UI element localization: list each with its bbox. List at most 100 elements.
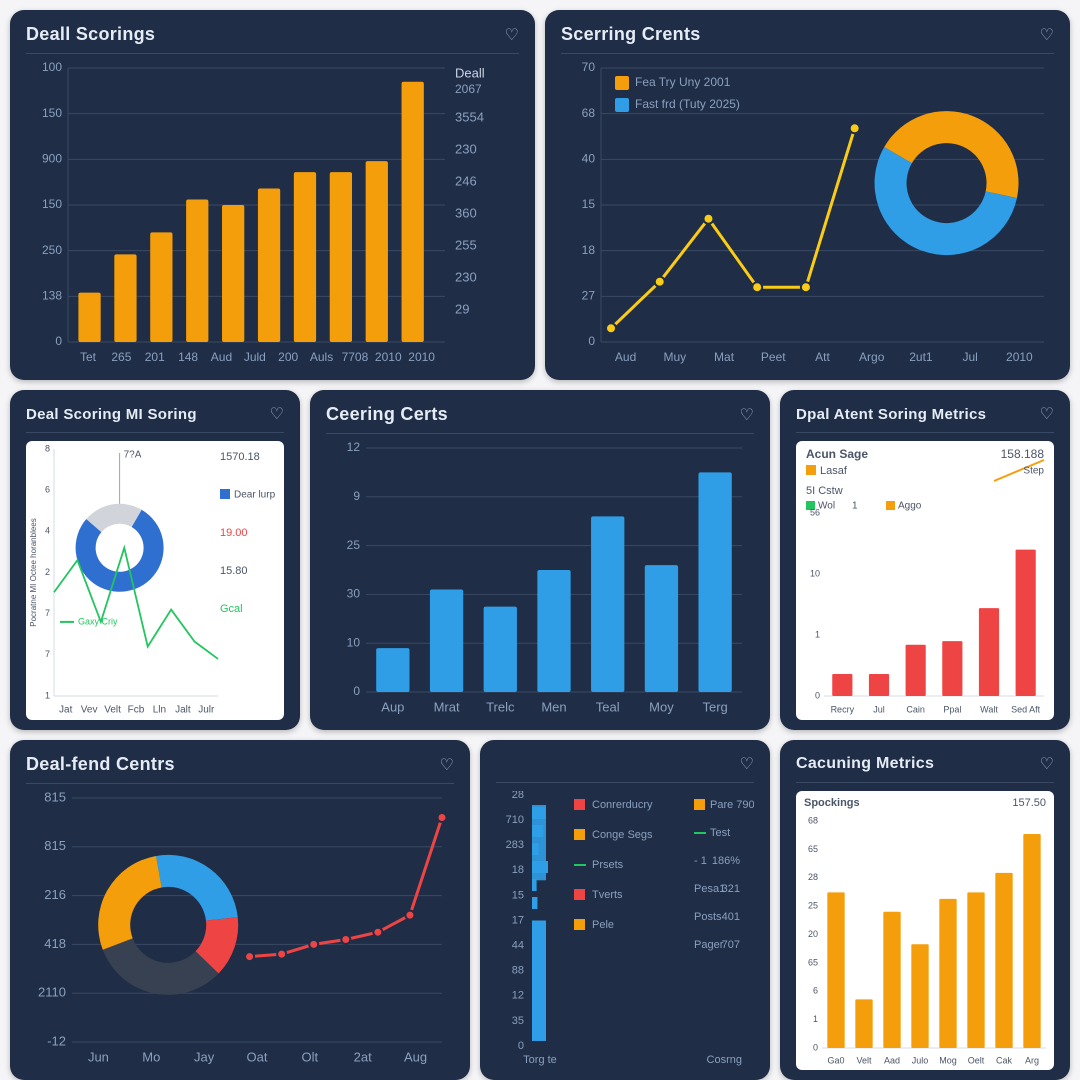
svg-text:Acun Sage: Acun Sage: [806, 447, 868, 461]
svg-text:-12: -12: [47, 1033, 66, 1048]
card-header: Ceering Certs ♡: [326, 404, 754, 434]
svg-text:2110: 2110: [38, 985, 66, 1000]
svg-text:Lln: Lln: [153, 705, 166, 716]
heart-icon[interactable]: ♡: [440, 755, 454, 775]
svg-text:Sed Aft: Sed Aft: [1011, 704, 1041, 714]
svg-text:Aggo: Aggo: [898, 501, 922, 512]
svg-text:230: 230: [455, 141, 477, 156]
svg-text:2010: 2010: [375, 350, 402, 364]
svg-text:0: 0: [588, 334, 595, 348]
svg-text:Mo: Mo: [142, 1049, 160, 1064]
svg-text:56: 56: [810, 507, 820, 517]
svg-text:Recry: Recry: [831, 704, 855, 714]
svg-text:Auls: Auls: [310, 350, 333, 364]
svg-text:Teal: Teal: [596, 699, 620, 714]
svg-text:216: 216: [44, 887, 66, 902]
svg-text:815: 815: [44, 838, 66, 853]
heart-icon[interactable]: ♡: [270, 404, 284, 424]
svg-text:3554: 3554: [455, 109, 484, 124]
svg-text:Cak: Cak: [996, 1055, 1013, 1065]
svg-text:Terg: Terg: [702, 699, 727, 714]
card-title: Deall Scorings: [26, 24, 155, 45]
svg-text:Pele: Pele: [592, 919, 614, 931]
svg-text:1: 1: [45, 690, 50, 700]
svg-text:255: 255: [455, 237, 477, 252]
svg-text:401: 401: [722, 911, 740, 923]
bar-chart: 1292530100AupMratTrelcMenTealMoyTerg: [326, 442, 754, 720]
bar-chart: Acun Sage158.188Lasaf5I CstwWol1AggoStep…: [796, 441, 1054, 720]
svg-text:Jat: Jat: [59, 705, 73, 716]
svg-text:Oat: Oat: [247, 1049, 268, 1064]
svg-text:158.188: 158.188: [1001, 447, 1045, 461]
svg-text:10: 10: [810, 568, 820, 578]
svg-text:Men: Men: [541, 699, 566, 714]
svg-text:148: 148: [178, 350, 198, 364]
svg-text:321: 321: [722, 883, 740, 895]
svg-text:265: 265: [111, 350, 131, 364]
heart-icon[interactable]: ♡: [740, 405, 754, 425]
svg-text:150: 150: [42, 106, 62, 120]
svg-text:Dear lurp: Dear lurp: [234, 490, 276, 501]
svg-text:Arg: Arg: [1025, 1055, 1039, 1065]
svg-text:Conrerducry: Conrerducry: [592, 799, 653, 811]
svg-text:Test: Test: [710, 827, 730, 839]
card-title: Ceering Certs: [326, 404, 448, 425]
svg-text:0: 0: [813, 1042, 818, 1052]
svg-text:Cosrng: Cosrng: [707, 1054, 742, 1066]
svg-text:0: 0: [518, 1040, 524, 1052]
svg-text:Jun: Jun: [88, 1049, 109, 1064]
svg-text:Mog: Mog: [939, 1055, 957, 1065]
svg-text:Pesa1: Pesa1: [694, 883, 725, 895]
legend-bar-chart: 28710283181517448812350Torg teCosrngConr…: [496, 791, 754, 1070]
card-header: Dpal Atent Soring Metrics ♡: [796, 404, 1054, 433]
svg-text:Tet: Tet: [80, 350, 97, 364]
svg-text:8: 8: [45, 443, 50, 453]
svg-text:Trelc: Trelc: [486, 699, 515, 714]
heart-icon[interactable]: ♡: [505, 25, 519, 45]
card-header: Deall Scorings ♡: [26, 24, 519, 54]
svg-text:Aug: Aug: [404, 1049, 427, 1064]
svg-text:Jay: Jay: [194, 1049, 215, 1064]
card-header: Scerring Crents ♡: [561, 24, 1054, 54]
svg-text:250: 250: [42, 243, 62, 257]
heart-icon[interactable]: ♡: [1040, 404, 1054, 424]
svg-text:4: 4: [45, 526, 50, 536]
svg-text:Ga0: Ga0: [827, 1055, 844, 1065]
svg-text:7?A: 7?A: [124, 450, 142, 461]
svg-text:200: 200: [278, 350, 298, 364]
svg-text:418: 418: [44, 936, 66, 951]
svg-text:Tverts: Tverts: [592, 889, 623, 901]
svg-text:Olt: Olt: [302, 1049, 319, 1064]
svg-text:Jul: Jul: [962, 350, 977, 364]
card-title: Cacuning Metrics: [796, 755, 934, 773]
svg-text:Fast frd (Tuty 2025): Fast frd (Tuty 2025): [635, 97, 740, 111]
svg-text:27: 27: [582, 289, 596, 303]
svg-text:Fcb: Fcb: [128, 705, 145, 716]
heart-icon[interactable]: ♡: [1040, 25, 1054, 45]
svg-text:18: 18: [512, 864, 524, 876]
svg-text:68: 68: [582, 106, 596, 120]
svg-text:29: 29: [455, 301, 469, 316]
svg-text:Jul: Jul: [873, 704, 885, 714]
svg-text:Juld: Juld: [244, 350, 266, 364]
heart-icon[interactable]: ♡: [740, 754, 754, 774]
card-title: Scerring Crents: [561, 24, 701, 45]
heart-icon[interactable]: ♡: [1040, 754, 1054, 774]
svg-text:6: 6: [45, 485, 50, 495]
svg-text:28: 28: [808, 872, 818, 882]
panel-deal-scorings: Deall Scorings ♡ 1001509001502501380Tet2…: [10, 10, 535, 380]
bar-chart: Spockings157.50686528252065610Ga0VeltAad…: [796, 791, 1054, 1070]
svg-text:30: 30: [347, 587, 361, 601]
svg-text:230: 230: [455, 269, 477, 284]
donut-line-chart: Pocratne MI Octee horanblees86427717?A15…: [26, 441, 284, 720]
svg-text:Pocratne MI Octee horanblees: Pocratne MI Octee horanblees: [29, 518, 38, 627]
svg-text:Velt: Velt: [856, 1055, 872, 1065]
svg-text:2ut1: 2ut1: [909, 350, 933, 364]
svg-text:- 1: - 1: [694, 855, 707, 867]
svg-text:900: 900: [42, 152, 62, 166]
bar-chart: 1001509001502501380Tet265201148AudJuld20…: [26, 62, 519, 370]
svg-text:6: 6: [813, 986, 818, 996]
svg-text:10: 10: [347, 635, 361, 649]
donut-line-chart: 8158152164182110-12JunMoJayOatOlt2atAug: [26, 792, 454, 1070]
svg-text:Jalt: Jalt: [175, 705, 191, 716]
